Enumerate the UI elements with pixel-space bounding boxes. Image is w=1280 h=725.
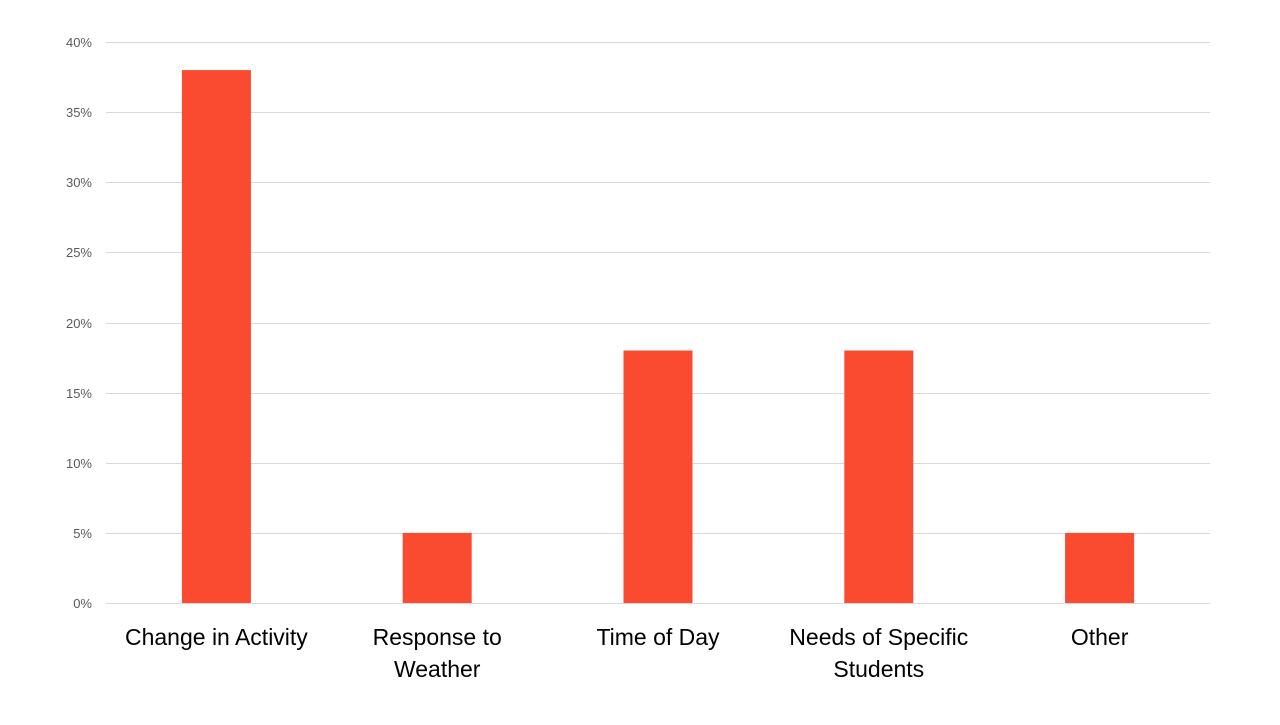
x-axis-ticks: Change in Activity Response to Weather Time… [125,624,1129,682]
x-tick-label-line: Response to [373,624,502,650]
x-tick-label: Time of Day [596,624,720,650]
y-tick-label: 20% [66,316,92,331]
y-tick-label: 15% [66,386,92,401]
bar [844,350,914,603]
bar [623,350,693,603]
x-tick-label-line: Students [833,656,924,682]
gridlines [106,42,1210,604]
x-tick-label: Other [1071,624,1129,650]
y-tick-label: 25% [66,245,92,260]
bar [181,70,251,604]
bar [402,532,472,603]
y-tick-label: 10% [66,456,92,471]
x-tick-label-line: Change in Activity [125,624,308,650]
y-tick-label: 30% [66,175,92,190]
x-tick-label-line: Needs of Specific [789,624,968,650]
y-tick-label: 5% [73,526,92,541]
x-tick-label-line: Other [1071,624,1129,650]
bars [181,70,1135,604]
y-tick-label: 40% [66,35,92,50]
x-tick-label: Change in Activity [125,624,308,650]
x-tick-label-line: Weather [394,656,481,682]
x-tick-label: Response to Weather [373,624,502,682]
x-tick-label: Needs of Specific Students [789,624,968,682]
y-tick-label: 35% [66,105,92,120]
y-axis-ticks: 0% 5% 10% 15% 20% 25% 30% 35% 40% [66,35,92,611]
bar [1065,532,1135,603]
y-tick-label: 0% [73,596,92,611]
x-tick-label-line: Time of Day [596,624,720,650]
